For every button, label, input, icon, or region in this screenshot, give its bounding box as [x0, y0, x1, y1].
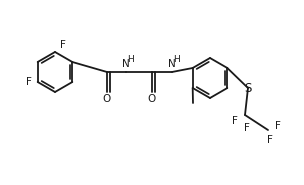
Text: F: F: [26, 77, 32, 87]
Text: O: O: [148, 94, 156, 104]
Text: F: F: [275, 121, 281, 131]
Text: N: N: [122, 59, 130, 69]
Text: O: O: [103, 94, 111, 104]
Text: S: S: [244, 82, 252, 95]
Text: F: F: [267, 135, 273, 145]
Text: H: H: [174, 55, 180, 63]
Text: N: N: [168, 59, 176, 69]
Text: F: F: [244, 123, 250, 133]
Text: F: F: [232, 116, 238, 126]
Text: F: F: [60, 40, 66, 50]
Text: H: H: [128, 55, 134, 63]
